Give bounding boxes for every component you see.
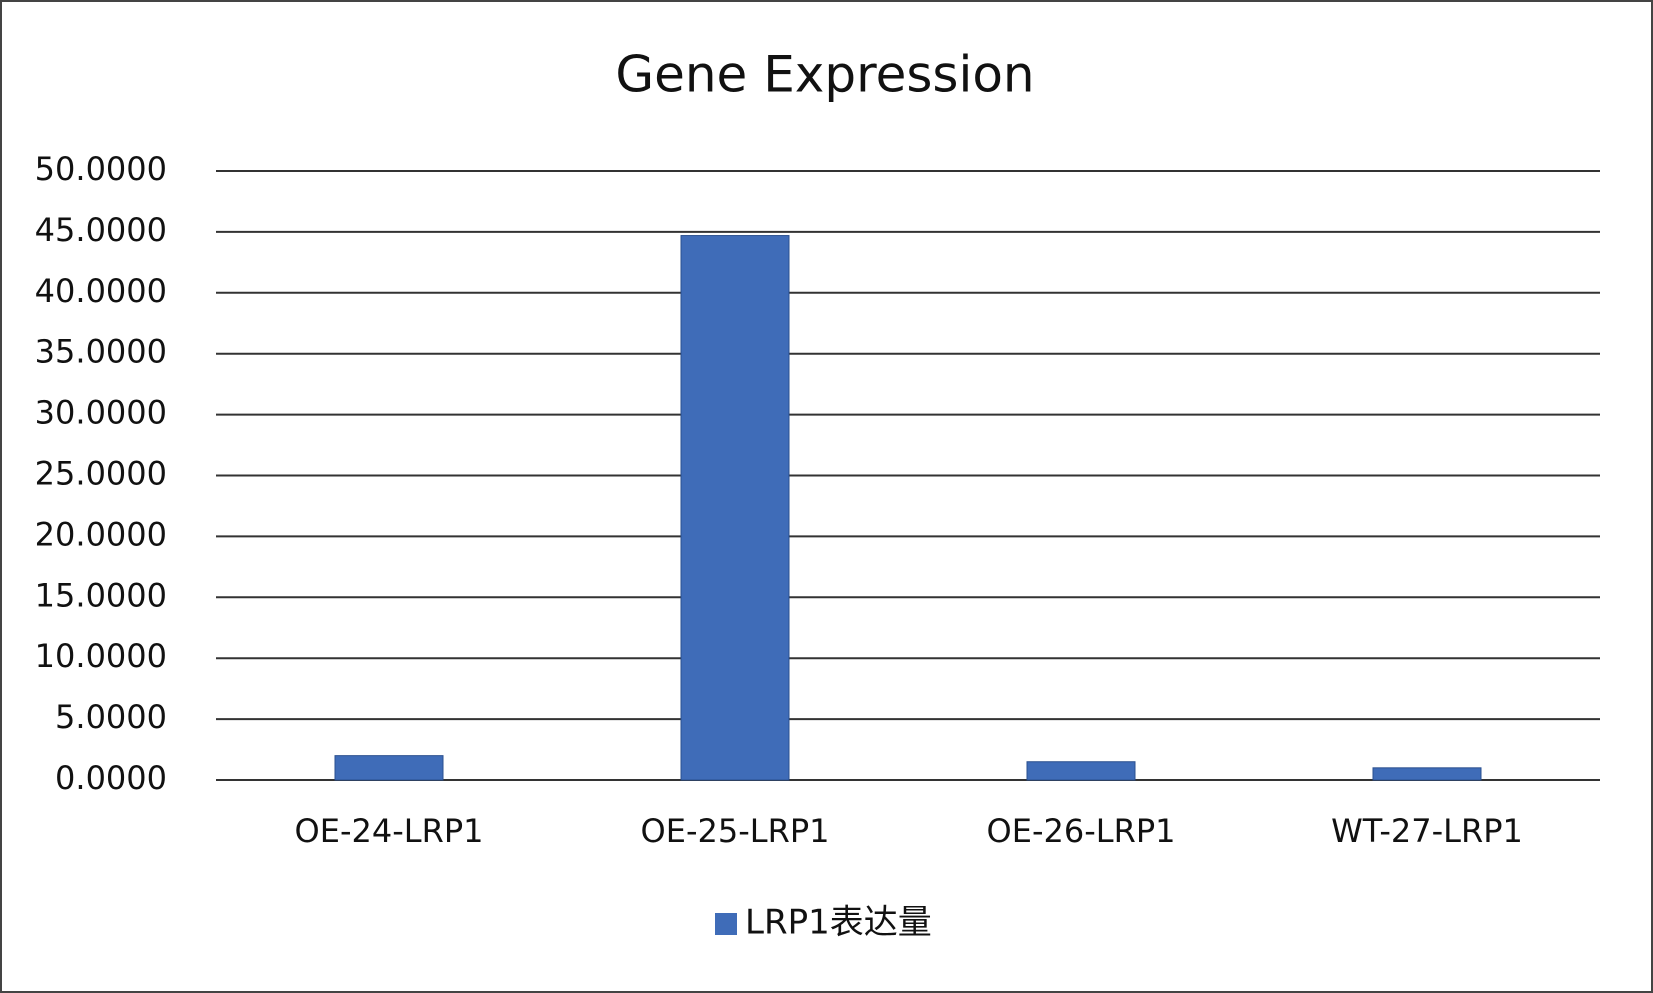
bar [334, 755, 444, 781]
bar [1026, 761, 1136, 781]
y-tick-label: 10.0000 [35, 637, 167, 675]
y-tick-label: 5.0000 [55, 698, 167, 736]
y-tick-label: 20.0000 [35, 515, 167, 553]
y-tick-label: 35.0000 [35, 333, 167, 371]
y-tick-label: 30.0000 [35, 394, 167, 432]
x-tick-label: OE-25-LRP1 [641, 812, 830, 850]
x-tick-label: OE-26-LRP1 [987, 812, 1176, 850]
chart-title: Gene Expression [615, 46, 1034, 104]
x-tick-label: OE-24-LRP1 [295, 812, 484, 850]
y-tick-label: 15.0000 [35, 576, 167, 614]
bar [1372, 767, 1482, 781]
y-tick-label: 25.0000 [35, 455, 167, 493]
x-tick-label: WT-27-LRP1 [1331, 812, 1523, 850]
y-tick-label: 0.0000 [55, 759, 167, 797]
y-tick-label: 40.0000 [35, 272, 167, 310]
bar [680, 235, 790, 781]
y-tick-label: 50.0000 [35, 150, 167, 188]
y-tick-label: 45.0000 [35, 211, 167, 249]
legend-swatch [715, 913, 737, 935]
legend-label: LRP1表达量 [745, 903, 932, 943]
